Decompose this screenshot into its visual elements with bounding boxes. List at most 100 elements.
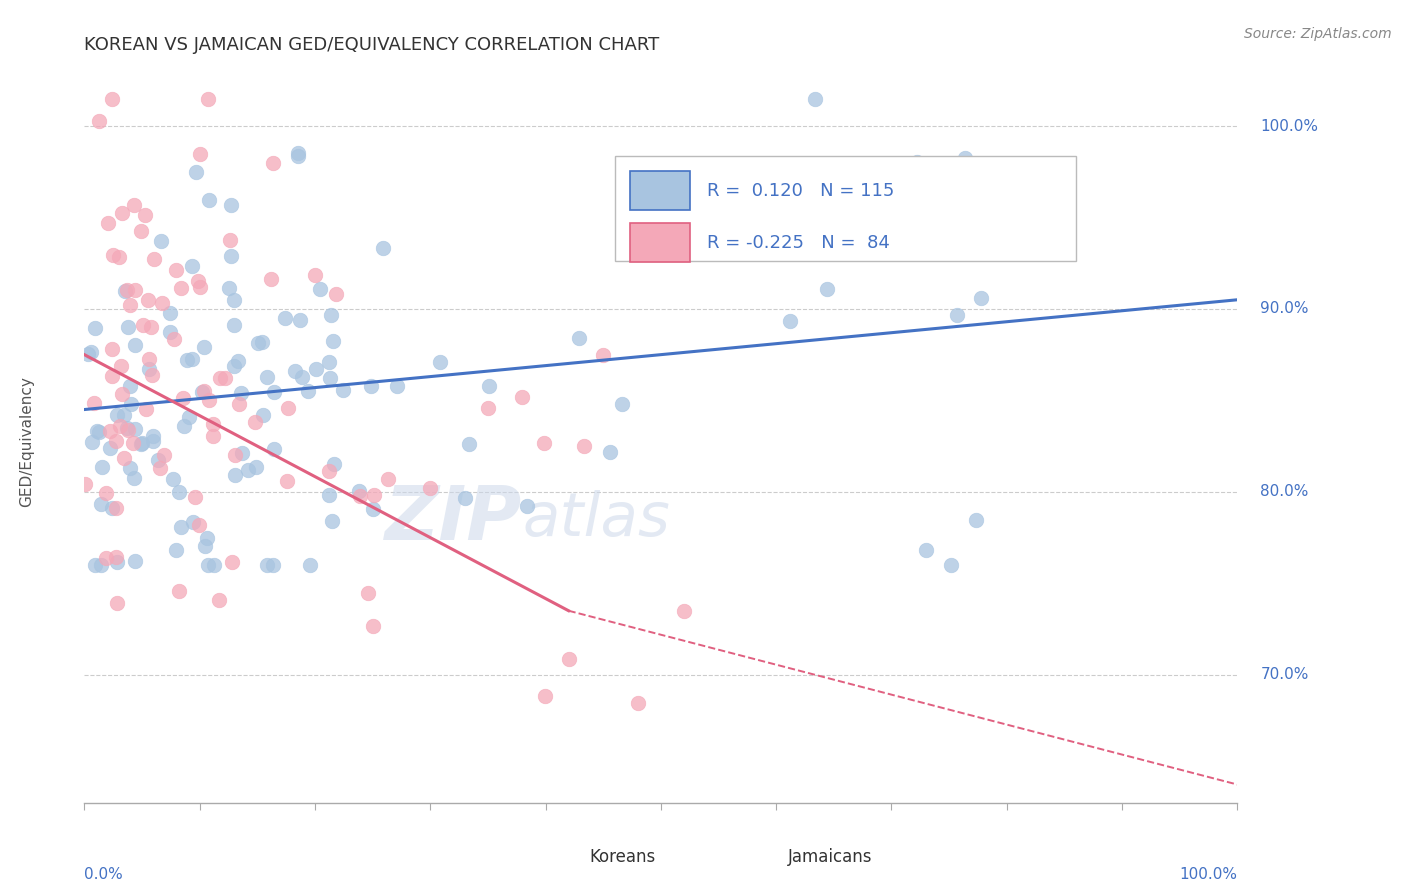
- Point: [138, 362, 160, 376]
- Point: [101, 369, 124, 384]
- Point: [592, 348, 614, 362]
- Point: [104, 550, 127, 565]
- Point: [184, 165, 207, 179]
- Point: [167, 485, 190, 500]
- Point: [228, 397, 250, 411]
- Point: [80, 344, 103, 359]
- Point: [169, 281, 191, 295]
- Point: [284, 364, 307, 378]
- Point: [218, 281, 240, 295]
- Point: [965, 513, 987, 527]
- Point: [323, 457, 346, 471]
- Point: [198, 392, 221, 407]
- Point: [188, 517, 211, 532]
- Point: [201, 417, 224, 431]
- Point: [129, 437, 152, 451]
- Point: [141, 368, 163, 383]
- Point: [190, 280, 212, 294]
- Point: [118, 297, 141, 311]
- Point: [117, 320, 139, 334]
- Point: [349, 483, 371, 498]
- Point: [905, 155, 928, 169]
- Point: [198, 193, 221, 207]
- Point: [224, 318, 246, 332]
- Point: [357, 586, 380, 600]
- Point: [516, 499, 538, 513]
- Point: [224, 293, 246, 307]
- Point: [939, 558, 962, 572]
- Point: [146, 452, 169, 467]
- Point: [83, 321, 105, 335]
- Point: [110, 359, 132, 373]
- Point: [274, 310, 297, 325]
- Text: Source: ZipAtlas.com: Source: ZipAtlas.com: [1244, 27, 1392, 41]
- Point: [263, 442, 285, 456]
- Point: [945, 308, 967, 322]
- Point: [377, 472, 399, 486]
- Point: [229, 385, 252, 400]
- Point: [122, 197, 145, 211]
- Point: [115, 283, 138, 297]
- Point: [180, 259, 202, 273]
- Point: [263, 385, 285, 400]
- Point: [142, 429, 165, 443]
- Point: [118, 461, 141, 475]
- Point: [572, 439, 595, 453]
- Point: [361, 502, 384, 516]
- Point: [124, 554, 146, 568]
- Point: [387, 379, 409, 393]
- Point: [262, 558, 284, 572]
- Point: [209, 371, 232, 385]
- Point: [457, 436, 479, 450]
- Point: [124, 283, 146, 297]
- Point: [101, 92, 124, 106]
- Point: [94, 550, 117, 565]
- Point: [90, 558, 112, 572]
- Point: [221, 249, 243, 263]
- Point: [179, 409, 201, 424]
- Point: [105, 596, 128, 610]
- Point: [105, 408, 128, 422]
- Point: [208, 593, 231, 607]
- Point: [122, 471, 145, 485]
- Point: [221, 555, 243, 569]
- Point: [197, 92, 219, 106]
- Point: [111, 387, 134, 401]
- Point: [250, 334, 273, 349]
- Point: [779, 313, 801, 327]
- Point: [224, 467, 246, 482]
- Point: [73, 477, 96, 491]
- Text: Jamaicans: Jamaicans: [787, 848, 872, 866]
- Point: [173, 418, 195, 433]
- Point: [138, 352, 160, 367]
- Point: [256, 558, 278, 572]
- Point: [236, 463, 259, 477]
- Point: [120, 397, 142, 411]
- Point: [83, 396, 105, 410]
- Point: [89, 425, 111, 439]
- Point: [129, 224, 152, 238]
- Point: [101, 343, 124, 357]
- Text: atlas: atlas: [523, 490, 671, 549]
- Point: [297, 384, 319, 398]
- FancyBboxPatch shape: [630, 171, 690, 211]
- Point: [299, 558, 322, 572]
- Point: [318, 488, 340, 502]
- Point: [815, 282, 838, 296]
- Point: [76, 347, 98, 361]
- Point: [262, 156, 284, 170]
- Point: [321, 514, 343, 528]
- Point: [184, 490, 207, 504]
- Point: [953, 151, 976, 165]
- Point: [80, 435, 103, 450]
- Point: [321, 308, 343, 322]
- Point: [87, 114, 110, 128]
- Point: [222, 359, 245, 373]
- Text: Koreans: Koreans: [589, 848, 655, 866]
- Point: [599, 445, 621, 459]
- Point: [97, 215, 120, 229]
- Point: [202, 429, 225, 443]
- Point: [616, 192, 638, 206]
- Point: [533, 436, 555, 450]
- Point: [252, 408, 274, 422]
